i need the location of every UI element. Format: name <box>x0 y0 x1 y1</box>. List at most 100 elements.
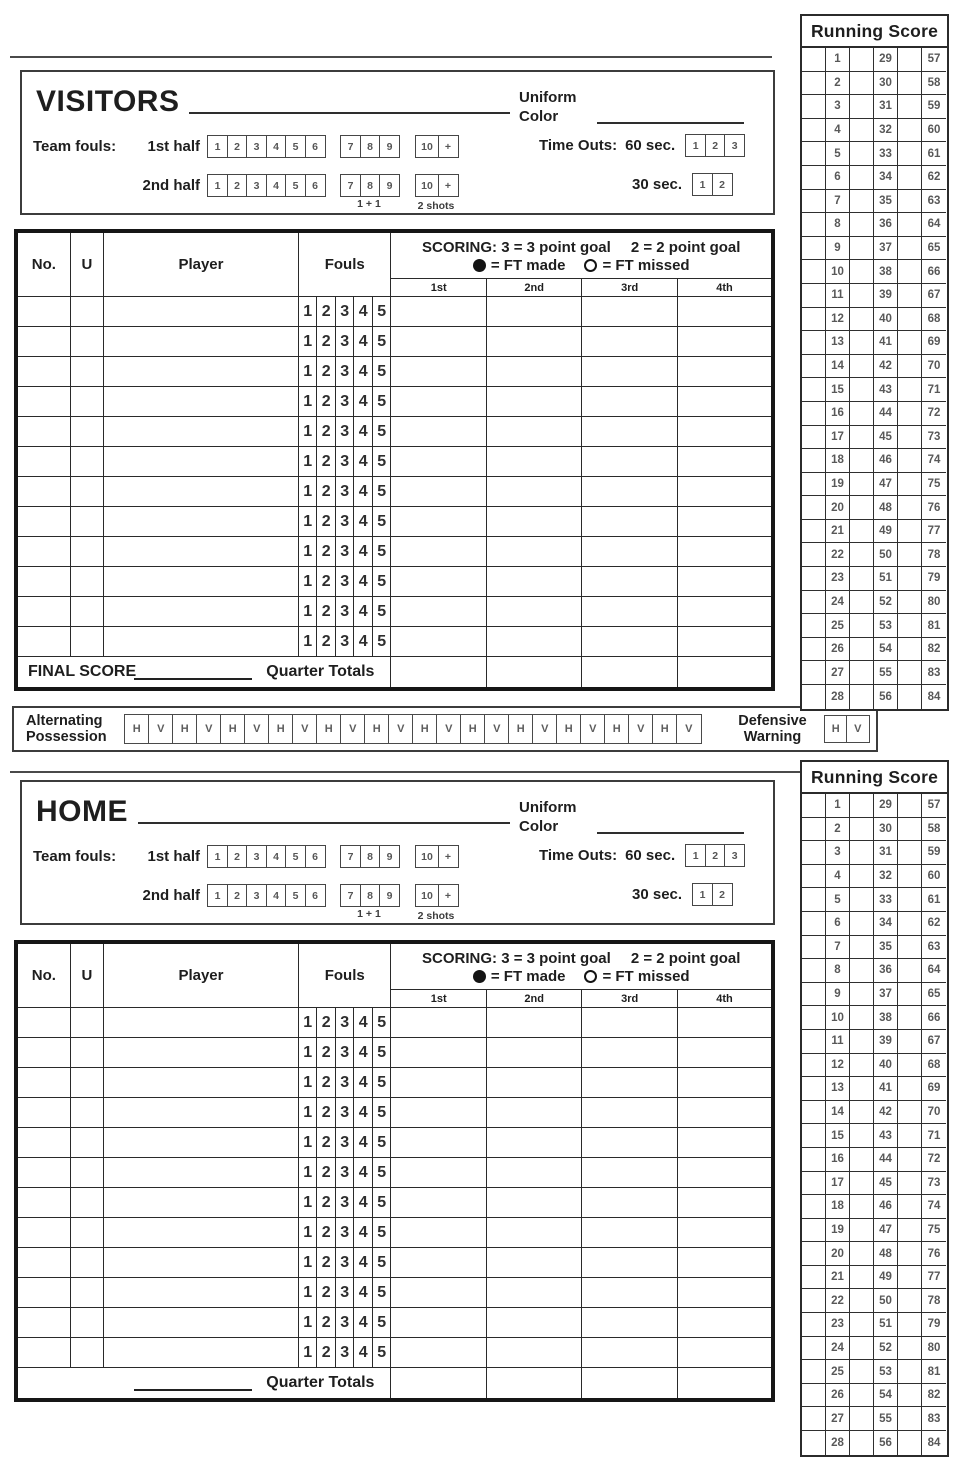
score-mark-cell[interactable] <box>898 1218 922 1243</box>
score-number-63[interactable]: 63 <box>922 190 946 214</box>
quarter-3rd-score-cell[interactable] <box>581 1187 678 1218</box>
quarter-2nd-score-cell[interactable] <box>485 1127 583 1158</box>
quarter-3rd-score-cell[interactable] <box>581 506 678 537</box>
mark-box-8[interactable]: 8 <box>359 174 381 197</box>
quarter-2nd-score-cell[interactable] <box>485 1067 583 1098</box>
mark-box-9[interactable]: 9 <box>379 135 400 158</box>
score-mark-cell[interactable] <box>850 425 874 450</box>
player-number-cell[interactable] <box>15 566 71 597</box>
score-number-63[interactable]: 63 <box>922 936 946 960</box>
score-number-46[interactable]: 46 <box>874 1195 898 1219</box>
mark-box-10[interactable]: 10 <box>415 884 439 907</box>
score-mark-cell[interactable] <box>850 1407 874 1432</box>
foul-box-5[interactable]: 5 <box>371 476 392 507</box>
score-mark-cell[interactable] <box>850 401 874 426</box>
foul-box-1[interactable]: 1 <box>297 296 318 327</box>
score-number-56[interactable]: 56 <box>874 685 898 709</box>
foul-box-5[interactable]: 5 <box>371 566 392 597</box>
score-number-18[interactable]: 18 <box>826 1195 850 1219</box>
foul-box-5[interactable]: 5 <box>371 386 392 417</box>
score-mark-cell[interactable] <box>898 1147 922 1172</box>
score-mark-cell[interactable] <box>898 567 922 591</box>
foul-box-3[interactable]: 3 <box>334 446 355 477</box>
foul-box-4[interactable]: 4 <box>353 566 373 597</box>
mark-box-h[interactable]: H <box>460 714 486 744</box>
score-mark-cell[interactable] <box>802 496 826 520</box>
mark-box-1[interactable]: 1 <box>692 173 714 196</box>
mark-box-7[interactable]: 7 <box>340 884 361 907</box>
quarter-4th-score-cell[interactable] <box>676 296 774 327</box>
quarter-2nd-score-cell[interactable] <box>485 1247 583 1278</box>
mark-box-+[interactable]: + <box>437 174 459 197</box>
quarter-3rd-score-cell[interactable] <box>581 1337 678 1368</box>
player-name-cell[interactable] <box>102 1037 299 1068</box>
foul-box-2[interactable]: 2 <box>316 416 336 447</box>
quarter-3rd-score-cell[interactable] <box>581 416 678 447</box>
player-u-cell[interactable] <box>69 476 104 507</box>
player-number-cell[interactable] <box>15 1217 71 1248</box>
mark-box-v[interactable]: V <box>388 714 414 744</box>
quarter-2nd-score-cell[interactable] <box>485 1307 583 1338</box>
quarter-2nd-score-cell[interactable] <box>485 1097 583 1128</box>
foul-box-2[interactable]: 2 <box>316 626 336 657</box>
quarter-4th-score-cell[interactable] <box>676 356 774 387</box>
quarter-total-4th-cell[interactable] <box>676 656 774 690</box>
score-mark-cell[interactable] <box>850 1289 874 1314</box>
quarter-4th-score-cell[interactable] <box>676 446 774 477</box>
mark-box-h[interactable]: H <box>268 714 294 744</box>
mark-box-2[interactable]: 2 <box>704 844 726 867</box>
score-mark-cell[interactable] <box>850 1218 874 1243</box>
score-mark-cell[interactable] <box>898 794 922 818</box>
score-mark-cell[interactable] <box>898 959 922 983</box>
player-name-cell[interactable] <box>102 446 299 477</box>
mark-box-v[interactable]: V <box>676 714 702 744</box>
score-number-50[interactable]: 50 <box>874 1289 898 1314</box>
quarter-3rd-score-cell[interactable] <box>581 626 678 657</box>
team-name-underline[interactable] <box>189 112 510 114</box>
score-number-24[interactable]: 24 <box>826 1336 850 1361</box>
mark-box-h[interactable]: H <box>316 714 342 744</box>
foul-box-2[interactable]: 2 <box>316 1187 336 1218</box>
mark-box-7[interactable]: 7 <box>340 845 361 868</box>
foul-box-3[interactable]: 3 <box>334 1127 355 1158</box>
mark-box-h[interactable]: H <box>364 714 390 744</box>
score-number-11[interactable]: 11 <box>826 283 850 308</box>
score-number-19[interactable]: 19 <box>826 472 850 497</box>
quarter-2nd-score-cell[interactable] <box>485 476 583 507</box>
foul-box-2[interactable]: 2 <box>316 1307 336 1338</box>
score-mark-cell[interactable] <box>802 661 826 686</box>
player-u-cell[interactable] <box>69 446 104 477</box>
score-mark-cell[interactable] <box>898 982 922 1007</box>
score-number-32[interactable]: 32 <box>874 118 898 143</box>
quarter-4th-score-cell[interactable] <box>676 1067 774 1098</box>
score-number-48[interactable]: 48 <box>874 496 898 520</box>
quarter-3rd-score-cell[interactable] <box>581 536 678 567</box>
foul-box-5[interactable]: 5 <box>371 1127 392 1158</box>
score-mark-cell[interactable] <box>850 236 874 261</box>
player-u-cell[interactable] <box>69 416 104 447</box>
foul-box-2[interactable]: 2 <box>316 506 336 537</box>
player-name-cell[interactable] <box>102 326 299 357</box>
quarter-3rd-score-cell[interactable] <box>581 296 678 327</box>
score-mark-cell[interactable] <box>898 1383 922 1408</box>
score-mark-cell[interactable] <box>802 590 826 615</box>
score-number-57[interactable]: 57 <box>922 48 946 72</box>
player-u-cell[interactable] <box>69 386 104 417</box>
score-mark-cell[interactable] <box>898 213 922 237</box>
quarter-1st-score-cell[interactable] <box>390 1037 487 1068</box>
quarter-1st-score-cell[interactable] <box>390 446 487 477</box>
player-number-cell[interactable] <box>15 1097 71 1128</box>
score-number-55[interactable]: 55 <box>874 661 898 686</box>
score-mark-cell[interactable] <box>898 425 922 450</box>
foul-box-3[interactable]: 3 <box>334 1307 355 1338</box>
score-mark-cell[interactable] <box>802 118 826 143</box>
score-mark-cell[interactable] <box>850 354 874 379</box>
mark-box-h[interactable]: H <box>124 714 150 744</box>
quarter-1st-score-cell[interactable] <box>390 356 487 387</box>
score-mark-cell[interactable] <box>802 1383 826 1408</box>
player-name-cell[interactable] <box>102 1217 299 1248</box>
quarter-4th-score-cell[interactable] <box>676 566 774 597</box>
score-mark-cell[interactable] <box>850 1171 874 1196</box>
score-number-20[interactable]: 20 <box>826 1242 850 1266</box>
foul-box-3[interactable]: 3 <box>334 386 355 417</box>
